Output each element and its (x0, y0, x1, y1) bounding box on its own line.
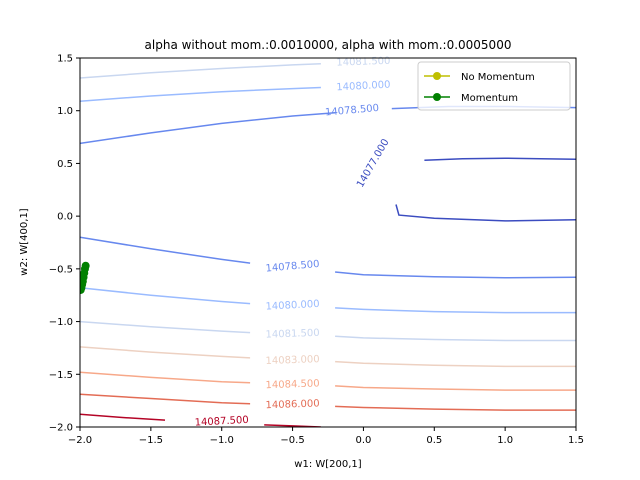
contour-line-14084.500 (80, 371, 251, 384)
contour-line-14077.000 (395, 204, 576, 222)
legend-box (417, 61, 571, 111)
legend-label: No Momentum (461, 72, 535, 83)
legend: No Momentum Momentum (417, 61, 571, 111)
y-tick-label: 1.5 (57, 54, 73, 65)
contour-line-14084.500 (335, 385, 576, 391)
contour-label: 14086.000 (265, 398, 319, 411)
contour-line-14081.500 (335, 335, 576, 342)
x-tick-label: 0.5 (426, 435, 442, 446)
contour-label: 14078.500 (265, 259, 320, 275)
contour-line-14080.000 (80, 86, 321, 102)
y-tick-label: −2.0 (49, 423, 73, 434)
contour-label: 14081.500 (336, 56, 390, 69)
contour-label: 14083.000 (265, 354, 319, 367)
contour-line-14086.000 (335, 405, 576, 411)
contour-line-14077.000 (424, 157, 576, 162)
x-tick-label: −1.5 (139, 435, 163, 446)
chart-title: alpha without mom.:0.0010000, alpha with… (145, 38, 512, 52)
contour-line-14078.500 (335, 271, 576, 279)
contour-label: 14080.000 (336, 80, 391, 94)
contour-labels: 14077.000 14078.500 14078.500 14080.000 1408… (194, 56, 391, 429)
contour-label: 14080.000 (265, 299, 320, 313)
contour-line-14086.000 (80, 393, 251, 405)
x-tick-label: −2.0 (68, 435, 92, 446)
plot-frame (79, 57, 577, 428)
contour-label: 14077.000 (355, 137, 392, 189)
x-axis: −2.0 −1.5 −1.0 −0.5 0.0 0.5 1.0 1.5 (68, 427, 584, 446)
contour-label: 14081.500 (265, 328, 319, 341)
contour-line-14081.500 (80, 63, 321, 79)
x-tick-label: 0.0 (355, 435, 371, 446)
contour-lines (80, 63, 576, 427)
y-tick-label: −1.0 (49, 317, 73, 328)
x-axis-label: w1: W[200,1] (294, 459, 362, 470)
x-tick-label: −0.5 (280, 435, 304, 446)
y-tick-label: 0.0 (57, 212, 73, 223)
x-tick-label: 1.0 (497, 435, 513, 446)
x-tick-label: −1.0 (210, 435, 234, 446)
y-tick-label: 0.5 (57, 159, 73, 170)
contour-line-14083.000 (80, 346, 251, 359)
contour-label: 14087.500 (194, 415, 249, 429)
legend-marker (433, 72, 441, 80)
contour-label: 14084.500 (265, 378, 319, 391)
series-layer (80, 261, 90, 294)
contour-line-14083.000 (335, 360, 576, 368)
y-axis-label: w2: W[400,1] (19, 208, 30, 276)
contour-line-14080.000 (335, 307, 576, 314)
y-tick-label: 1.0 (57, 106, 73, 117)
contour-line-14081.500 (80, 320, 251, 334)
contour-line-14078.500 (80, 112, 336, 145)
contour-label: 14078.500 (325, 103, 380, 119)
contour-line-14087.500 (80, 413, 166, 421)
legend-label: Momentum (461, 93, 518, 104)
contour-line-14080.000 (80, 287, 251, 305)
y-tick-label: −1.5 (49, 370, 73, 381)
y-axis: −2.0 −1.5 −1.0 −0.5 0.0 0.5 1.0 1.5 (49, 54, 80, 434)
y-tick-label: −0.5 (49, 264, 73, 275)
legend-marker (433, 93, 441, 101)
contour-line-14078.500 (80, 236, 251, 264)
x-tick-label: 1.5 (568, 435, 584, 446)
series-point (80, 285, 85, 294)
